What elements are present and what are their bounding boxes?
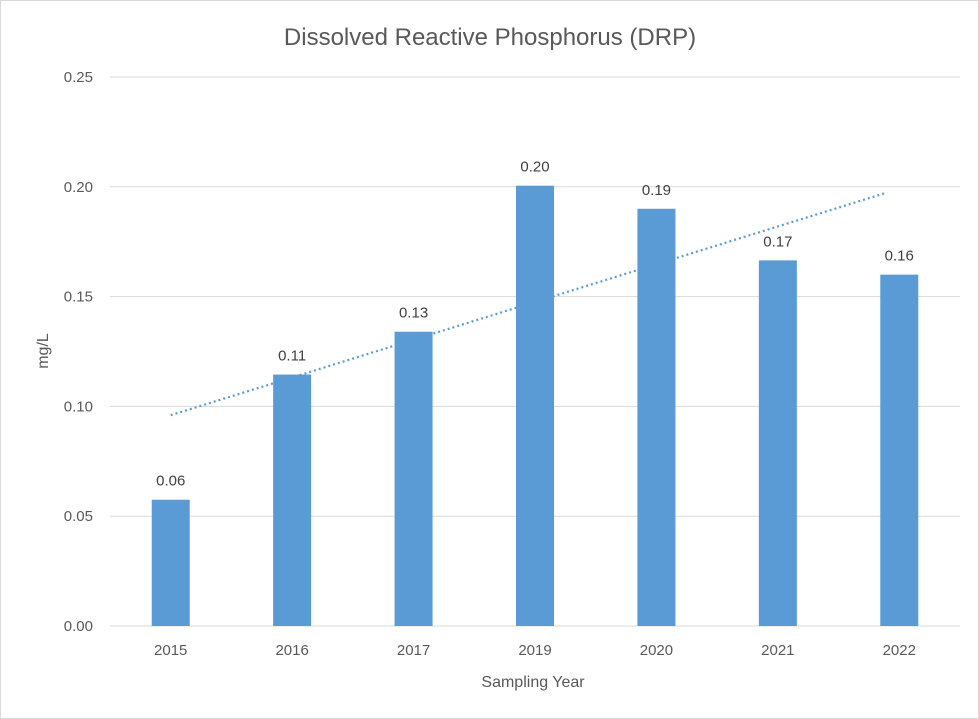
y-tick-label: 0.25 (64, 69, 93, 86)
data-label: 0.19 (642, 182, 671, 199)
bars (151, 185, 919, 626)
bar-2016 (273, 374, 312, 626)
data-label: 0.17 (763, 233, 792, 250)
y-tick-label: 0.10 (64, 398, 93, 415)
x-tick-label: 2019 (518, 642, 551, 659)
data-label: 0.20 (520, 159, 549, 176)
y-tick-label: 0.05 (64, 508, 93, 525)
chart-title: Dissolved Reactive Phosphorus (DRP) (284, 24, 696, 51)
bar-2015 (151, 499, 190, 626)
x-tick-label: 2020 (640, 642, 673, 659)
y-axis-tick-labels: 0.00 0.05 0.10 0.15 0.20 0.25 (64, 69, 93, 635)
data-labels: 0.06 0.11 0.13 0.20 0.19 0.17 0.16 (156, 159, 914, 490)
x-axis-title: Sampling Year (481, 674, 585, 691)
x-axis-tick-labels: 2015 2016 2017 2019 2020 2021 2022 (154, 642, 916, 659)
bar-2020 (637, 208, 676, 626)
data-label: 0.11 (278, 348, 306, 365)
y-axis-title: mg/L (35, 333, 52, 369)
x-tick-label: 2021 (761, 642, 794, 659)
y-tick-label: 0.15 (64, 289, 93, 306)
bar-2019 (516, 185, 554, 626)
x-tick-label: 2022 (883, 642, 916, 659)
bar-2021 (758, 260, 797, 626)
y-tick-label: 0.00 (64, 618, 93, 635)
bar-2017 (394, 331, 433, 626)
x-tick-label: 2016 (275, 642, 308, 659)
data-label: 0.13 (399, 305, 428, 322)
x-tick-label: 2015 (154, 642, 187, 659)
x-tick-label: 2017 (397, 642, 430, 659)
data-label: 0.16 (885, 248, 914, 265)
bar-2022 (880, 274, 919, 626)
data-label: 0.06 (156, 473, 185, 490)
y-tick-label: 0.20 (64, 179, 93, 196)
